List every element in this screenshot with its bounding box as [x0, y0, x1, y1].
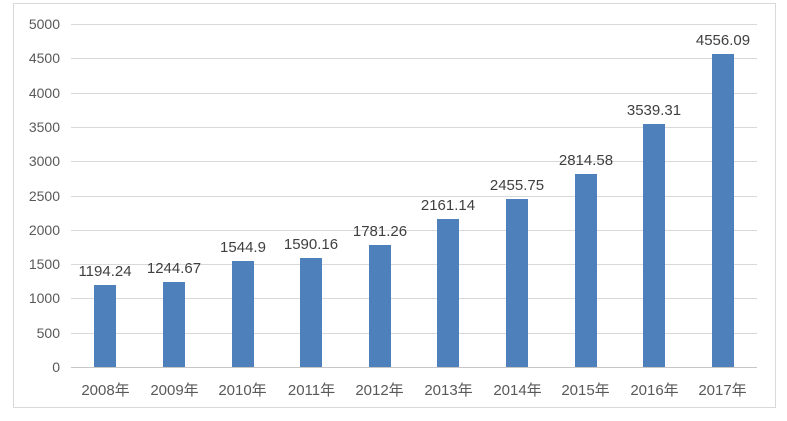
data-label: 2455.75: [489, 177, 545, 194]
y-tick-label: 3000: [28, 153, 60, 169]
data-label: 3539.31: [626, 102, 682, 119]
chart-frame: 0 500 1000 1500 2000 2500 3000 3500 4000 4500 5000…: [13, 3, 776, 408]
bar: [94, 285, 116, 367]
y-tick-label: 2500: [28, 188, 60, 204]
bar: [232, 261, 254, 367]
gridline: [71, 333, 757, 334]
y-tick-label: 4000: [28, 85, 60, 101]
gridline: [71, 230, 757, 231]
data-label: 2814.58: [558, 152, 614, 169]
data-label: 1590.16: [283, 236, 339, 253]
y-tick-label: 1000: [28, 290, 60, 306]
x-tick-label: 2013年: [424, 382, 473, 399]
y-tick-label: 1500: [28, 256, 60, 272]
y-tick-label: 500: [36, 325, 60, 341]
x-tick-label: 2012年: [355, 382, 404, 399]
x-tick-label: 2008年: [81, 382, 130, 399]
data-label: 1244.67: [146, 260, 202, 277]
x-tick-label: 2010年: [218, 382, 267, 399]
bar: [712, 54, 734, 367]
x-tick-label: 2017年: [698, 382, 747, 399]
x-tick-label: 2014年: [493, 382, 542, 399]
bar: [300, 258, 322, 367]
gridline: [71, 58, 757, 59]
x-tick-label: 2015年: [561, 382, 610, 399]
y-tick-label: 4500: [28, 50, 60, 66]
gridline: [71, 24, 757, 25]
gridline: [71, 127, 757, 128]
x-axis-line: [71, 367, 757, 368]
data-label: 1781.26: [352, 223, 408, 240]
bar: [575, 174, 597, 367]
data-label: 1194.24: [78, 263, 132, 280]
gridline: [71, 196, 757, 197]
y-tick-label: 5000: [28, 16, 60, 32]
y-tick-label: 2000: [28, 222, 60, 238]
data-label: 4556.09: [695, 32, 751, 49]
bar: [163, 282, 185, 367]
y-tick-label: 0: [52, 359, 60, 375]
bar: [437, 219, 459, 367]
bar: [643, 124, 665, 367]
x-tick-label: 2016年: [630, 382, 679, 399]
gridline: [71, 161, 757, 162]
gridline: [71, 264, 757, 265]
gridline: [71, 93, 757, 94]
bar: [506, 199, 528, 367]
x-tick-label: 2009年: [150, 382, 199, 399]
x-tick-label: 2011年: [287, 382, 336, 399]
y-tick-label: 3500: [28, 119, 60, 135]
data-label: 1544.9: [220, 239, 266, 256]
bar: [369, 245, 391, 367]
data-label: 2161.14: [420, 197, 476, 214]
gridline: [71, 298, 757, 299]
